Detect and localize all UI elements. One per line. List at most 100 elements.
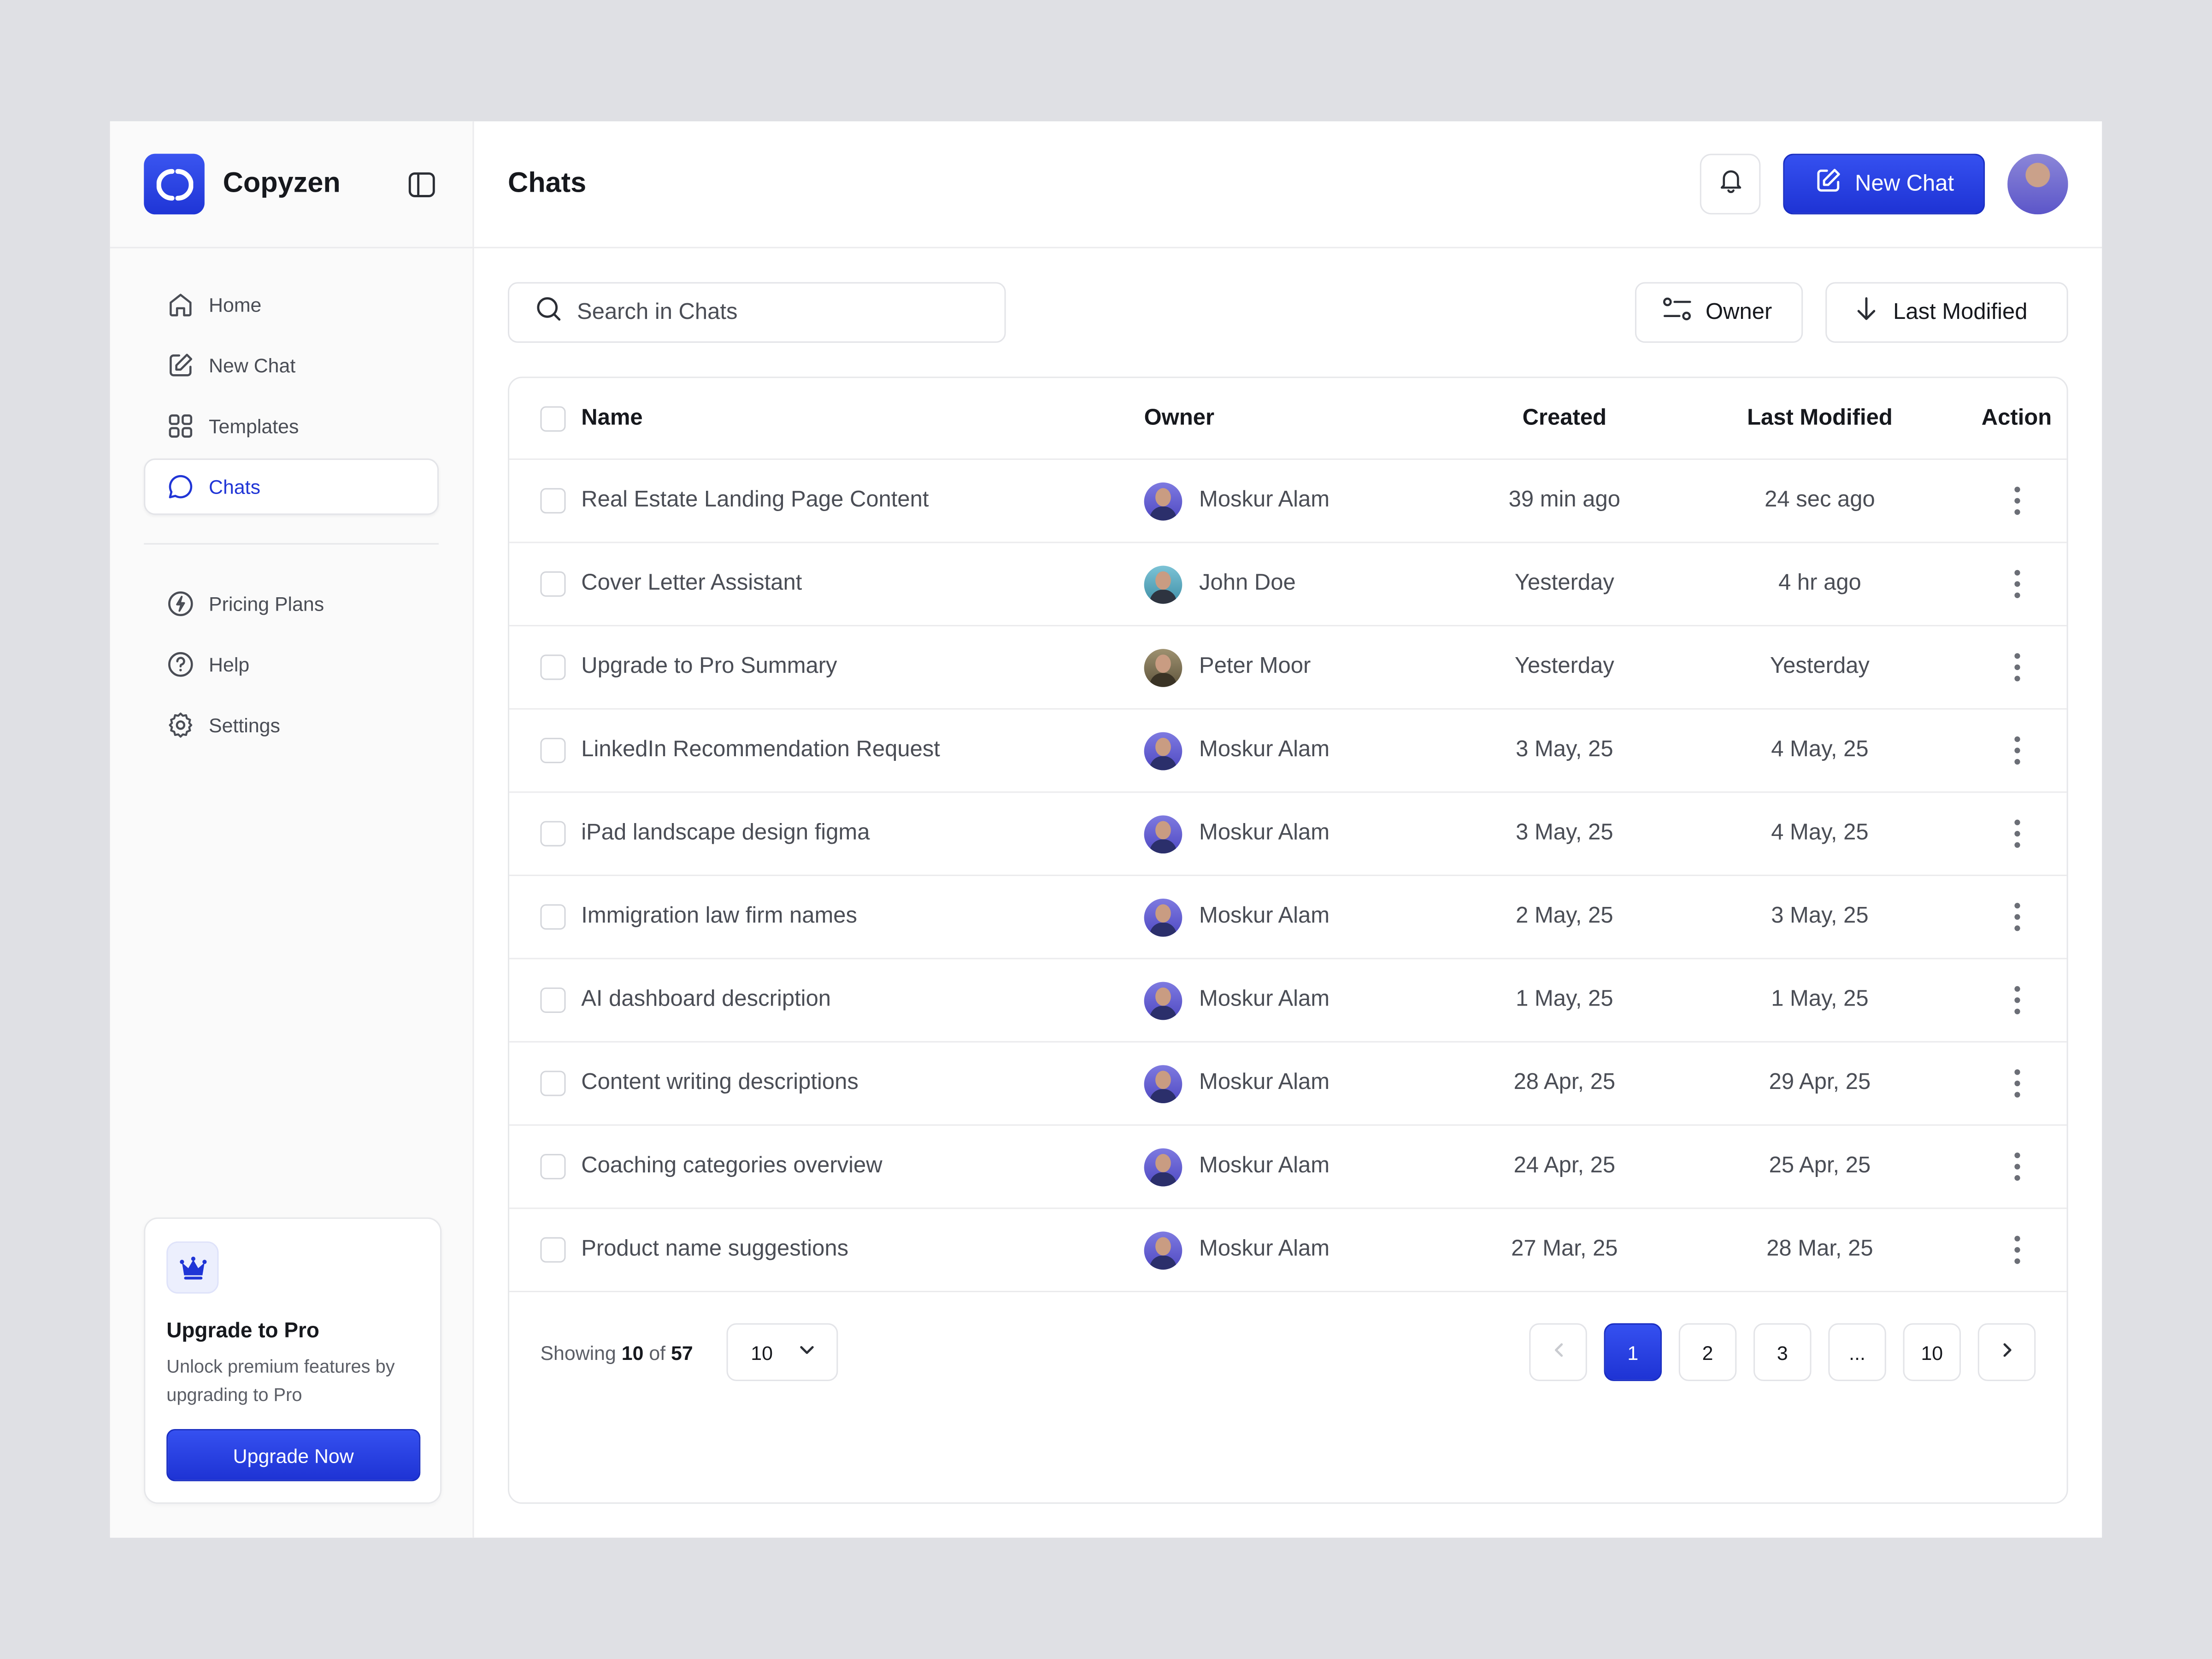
table-row[interactable]: Upgrade to Pro Summary Peter Moor Yester…	[509, 626, 2067, 710]
edit-icon	[165, 350, 196, 381]
row-checkbox[interactable]	[540, 654, 566, 680]
prev-page-button[interactable]	[1529, 1323, 1587, 1381]
row-checkbox[interactable]	[540, 571, 566, 597]
owner-filter-button[interactable]: Owner	[1635, 282, 1803, 343]
more-actions-button[interactable]	[1969, 570, 2064, 598]
new-chat-button[interactable]: New Chat	[1783, 153, 1985, 215]
owner-name: Moskur Alam	[1199, 987, 1330, 1012]
more-vertical-icon	[2013, 1153, 2020, 1181]
table-row[interactable]: iPad landscape design figma Moskur Alam …	[509, 793, 2067, 877]
chat-name[interactable]: Upgrade to Pro Summary	[581, 654, 837, 679]
help-icon	[165, 649, 196, 680]
more-actions-button[interactable]	[1969, 487, 2064, 515]
showing-of: of	[649, 1341, 666, 1364]
created-date: 3 May, 25	[1516, 738, 1613, 762]
showing-total: 57	[671, 1341, 693, 1364]
table-row[interactable]: Coaching categories overview Moskur Alam…	[509, 1126, 2067, 1209]
owner-name: Moskur Alam	[1199, 738, 1330, 762]
chat-name[interactable]: Product name suggestions	[581, 1237, 849, 1261]
row-checkbox[interactable]	[540, 1237, 566, 1263]
chat-name[interactable]: LinkedIn Recommendation Request	[581, 738, 940, 762]
row-checkbox[interactable]	[540, 488, 566, 514]
sidebar-item-help[interactable]: Help	[144, 636, 439, 693]
page-button-1[interactable]: 1	[1604, 1323, 1662, 1381]
chat-name[interactable]: Content writing descriptions	[581, 1071, 859, 1095]
upgrade-description: Unlock premium features by upgrading to …	[166, 1355, 395, 1405]
sort-label: Last Modified	[1893, 300, 2028, 324]
sidebar-item-chats[interactable]: Chats	[144, 458, 439, 515]
column-header-last-modified[interactable]: Last Modified	[1747, 406, 1893, 430]
user-avatar[interactable]	[2007, 153, 2068, 215]
row-checkbox[interactable]	[540, 738, 566, 764]
sidebar-item-home[interactable]: Home	[144, 276, 439, 333]
chat-name[interactable]: Coaching categories overview	[581, 1154, 882, 1178]
sidebar-item-settings[interactable]: Settings	[144, 697, 439, 753]
more-vertical-icon	[2013, 487, 2020, 515]
nav-divider	[144, 543, 439, 545]
more-actions-button[interactable]	[1969, 986, 2064, 1015]
showing-prefix: Showing	[540, 1341, 616, 1364]
more-actions-button[interactable]	[1969, 903, 2064, 931]
chat-name[interactable]: iPad landscape design figma	[581, 821, 870, 845]
table-row[interactable]: LinkedIn Recommendation Request Moskur A…	[509, 710, 2067, 793]
lightning-icon	[165, 588, 196, 619]
notifications-button[interactable]	[1700, 153, 1761, 215]
select-all-checkbox[interactable]	[540, 406, 566, 431]
chat-name[interactable]: Cover Letter Assistant	[581, 571, 802, 595]
next-page-button[interactable]	[1977, 1323, 2036, 1381]
showing-count: Showing 10 of 57	[540, 1341, 693, 1364]
crown-icon	[166, 1241, 219, 1294]
chat-name[interactable]: Immigration law firm names	[581, 904, 858, 929]
table-row[interactable]: Product name suggestions Moskur Alam 27 …	[509, 1209, 2067, 1293]
table-row[interactable]: Cover Letter Assistant John Doe Yesterda…	[509, 543, 2067, 627]
chevron-left-icon	[1548, 1340, 1568, 1364]
modified-date: 24 sec ago	[1765, 488, 1875, 512]
sidebar-item-label: Help	[209, 653, 250, 676]
more-vertical-icon	[2013, 819, 2020, 848]
sort-button[interactable]: Last Modified	[1825, 282, 2068, 343]
upgrade-now-button[interactable]: Upgrade Now	[166, 1429, 421, 1482]
per-page-select[interactable]: 10	[727, 1323, 839, 1381]
table-row[interactable]: AI dashboard description Moskur Alam 1 M…	[509, 959, 2067, 1043]
chat-name[interactable]: AI dashboard description	[581, 987, 831, 1012]
more-actions-button[interactable]	[1969, 819, 2064, 848]
created-date: 24 Apr, 25	[1513, 1154, 1616, 1178]
sidebar-item-pricing-plans[interactable]: Pricing Plans	[144, 576, 439, 632]
more-actions-button[interactable]	[1969, 1069, 2064, 1098]
sidebar-item-new-chat[interactable]: New Chat	[144, 337, 439, 394]
more-actions-button[interactable]	[1969, 1235, 2064, 1264]
row-checkbox[interactable]	[540, 821, 566, 847]
more-actions-button[interactable]	[1969, 653, 2064, 682]
row-checkbox[interactable]	[540, 987, 566, 1013]
per-page-value: 10	[751, 1341, 773, 1364]
row-checkbox[interactable]	[540, 1154, 566, 1180]
logo-icon[interactable]	[144, 153, 205, 215]
search-input[interactable]: Search in Chats	[508, 282, 1006, 343]
more-actions-button[interactable]	[1969, 736, 2064, 765]
chat-name[interactable]: Real Estate Landing Page Content	[581, 488, 929, 512]
sidebar-toggle-icon[interactable]	[405, 167, 439, 201]
chevron-right-icon	[1997, 1340, 2017, 1364]
row-checkbox[interactable]	[540, 1071, 566, 1096]
page-button-2[interactable]: 2	[1678, 1323, 1737, 1381]
column-header-name[interactable]: Name	[581, 406, 643, 430]
page-button-3[interactable]: 3	[1753, 1323, 1812, 1381]
more-actions-button[interactable]	[1969, 1153, 2064, 1181]
sidebar-item-templates[interactable]: Templates	[144, 398, 439, 454]
avatar	[1144, 731, 1182, 770]
column-header-created[interactable]: Created	[1522, 406, 1607, 430]
table-row[interactable]: Immigration law firm names Moskur Alam 2…	[509, 876, 2067, 959]
home-icon	[165, 289, 196, 320]
row-checkbox[interactable]	[540, 904, 566, 930]
table-footer: Showing 10 of 57 10 1 2 3 ...	[540, 1322, 2036, 1382]
table-row[interactable]: Real Estate Landing Page Content Moskur …	[509, 460, 2067, 543]
created-date: 39 min ago	[1508, 488, 1621, 512]
avatar	[1144, 1147, 1182, 1186]
avatar	[1144, 1064, 1182, 1103]
column-header-owner[interactable]: Owner	[1144, 406, 1215, 430]
table-row[interactable]: Content writing descriptions Moskur Alam…	[509, 1042, 2067, 1126]
table-header: Name Owner Created Last Modified Action	[509, 378, 2067, 460]
page-button-10[interactable]: 10	[1903, 1323, 1961, 1381]
owner-name: John Doe	[1199, 571, 1296, 595]
sidebar-item-label: Settings	[209, 713, 280, 736]
